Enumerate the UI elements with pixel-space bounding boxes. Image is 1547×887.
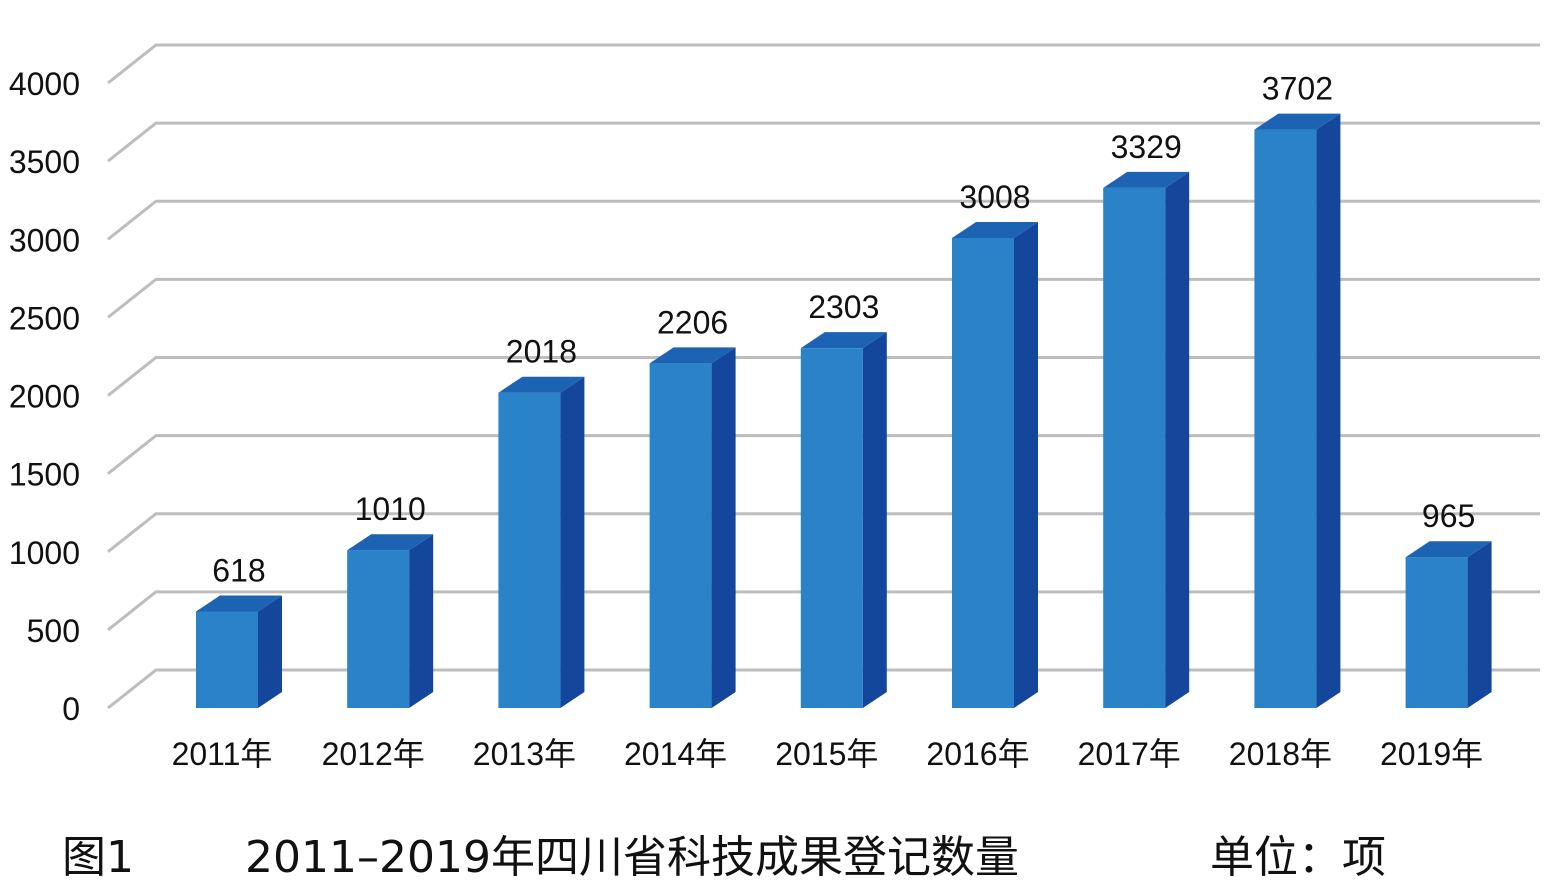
- bar-side: [1467, 541, 1492, 708]
- data-label: 3702: [1262, 71, 1333, 107]
- bar-top: [649, 347, 736, 364]
- data-label: 3008: [959, 179, 1030, 215]
- figure-number: 图1: [62, 832, 134, 883]
- data-label: 618: [212, 552, 265, 588]
- bar: [196, 595, 282, 708]
- bar-top: [347, 534, 434, 551]
- data-label: 1010: [355, 491, 426, 527]
- bar: [347, 534, 434, 708]
- grid-line: [107, 121, 1540, 163]
- bar: [498, 376, 585, 708]
- bar-top: [498, 376, 585, 393]
- x-tick-label: 2011年: [172, 736, 273, 772]
- bar-top: [1103, 171, 1190, 188]
- bar-side: [1165, 171, 1190, 708]
- unit-label: 单位：项: [1210, 832, 1386, 883]
- data-label: 2206: [657, 304, 728, 340]
- data-label: 2018: [506, 334, 577, 370]
- bar-side: [409, 534, 434, 708]
- bar-front: [649, 363, 712, 708]
- x-tick-label: 2014年: [624, 736, 727, 772]
- grid-line: [107, 356, 1540, 397]
- x-tick-label: 2013年: [473, 736, 576, 772]
- bar: [649, 347, 736, 708]
- y-tick-label: 4000: [9, 66, 80, 102]
- bar-side: [711, 347, 736, 708]
- bar-top: [1405, 541, 1492, 558]
- bar-side: [1316, 113, 1341, 708]
- x-tick-label: 2016年: [926, 736, 1029, 772]
- chart-title: 2011–2019年四川省科技成果登记数量: [245, 832, 1019, 883]
- bar: [952, 222, 1038, 708]
- bar-front: [347, 550, 410, 708]
- bar-front: [800, 348, 863, 708]
- grid-line: [107, 590, 1540, 632]
- bar-top: [952, 222, 1038, 238]
- x-tick-label: 2015年: [775, 736, 878, 772]
- grid-line: [107, 512, 1540, 553]
- bar-front: [952, 238, 1014, 708]
- grid-line: [107, 43, 1540, 85]
- bar: [1254, 113, 1341, 708]
- bar-side: [258, 595, 282, 708]
- y-tick-label: 2500: [9, 300, 80, 336]
- data-label: 2303: [808, 289, 879, 325]
- bar-side: [862, 332, 887, 708]
- bar: [1405, 541, 1492, 708]
- grid-line: [107, 668, 1540, 710]
- bar-top: [1254, 113, 1341, 130]
- bar: [1103, 171, 1190, 708]
- bar-front: [498, 392, 561, 708]
- x-tick-label: 2017年: [1078, 736, 1181, 772]
- y-tick-label: 3000: [9, 222, 80, 258]
- bars: [196, 113, 1492, 708]
- bar-side: [560, 376, 585, 708]
- figure-caption: 图1 2011–2019年四川省科技成果登记数量 单位：项: [62, 832, 1386, 883]
- grid-line: [107, 434, 1540, 475]
- bar: [800, 332, 887, 708]
- y-tick-label: 0: [62, 691, 80, 727]
- y-tick-label: 500: [27, 613, 80, 649]
- y-tick-label: 3500: [9, 144, 80, 180]
- data-labels: 618 1010 2018 2206 2303 3008 3329 3702 965: [212, 71, 1475, 589]
- grid-lines: [107, 43, 1540, 710]
- bar-side: [1014, 222, 1038, 708]
- bar-front: [1405, 557, 1468, 708]
- x-tick-label: 2019年: [1380, 736, 1483, 772]
- y-axis-tick-labels: 0 500 1000 1500 2000 2500 3000 3500 4000: [9, 66, 80, 727]
- y-tick-label: 1000: [9, 535, 80, 571]
- y-tick-label: 1500: [9, 457, 80, 493]
- x-tick-label: 2018年: [1229, 736, 1332, 772]
- bar-front: [1254, 129, 1317, 708]
- grid-line: [107, 277, 1540, 319]
- x-tick-label: 2012年: [322, 736, 425, 772]
- bar-top: [196, 595, 282, 612]
- y-tick-label: 2000: [9, 379, 80, 415]
- grid-line: [107, 199, 1540, 241]
- data-label: 965: [1422, 498, 1475, 534]
- x-axis-tick-labels: 2011年 2012年 2013年 2014年 2015年 2016年 2017年 2018年…: [172, 736, 1484, 772]
- bar-front: [1103, 187, 1166, 708]
- data-label: 3329: [1111, 129, 1182, 165]
- bar-front: [196, 611, 258, 708]
- bar-top: [800, 332, 887, 349]
